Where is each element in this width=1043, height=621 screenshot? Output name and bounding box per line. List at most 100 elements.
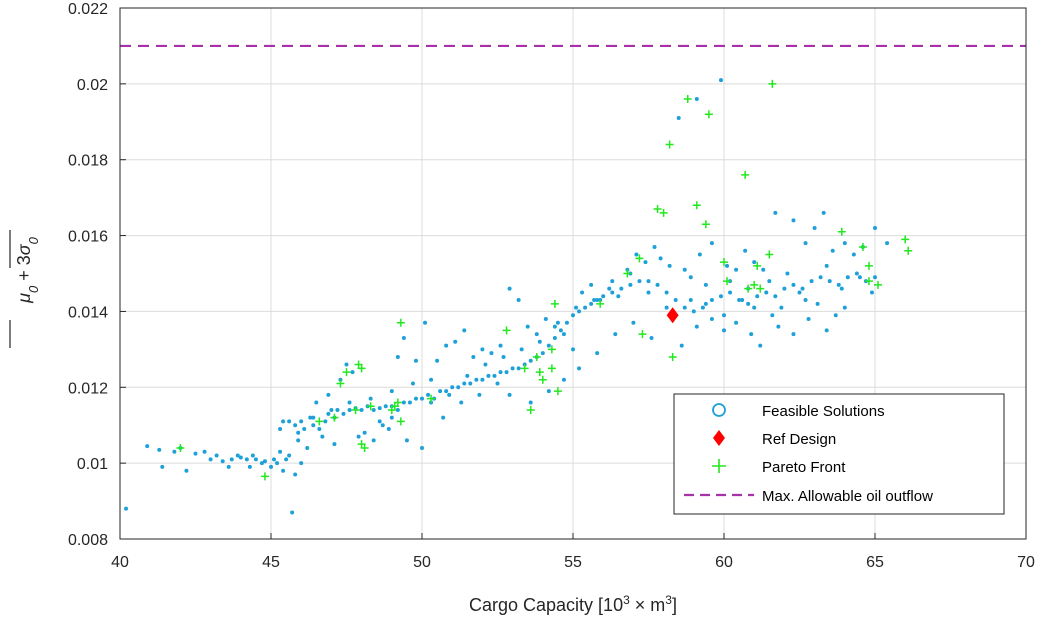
feasible-point — [824, 328, 829, 333]
legend-marker-feasible — [712, 403, 726, 417]
feasible-point — [873, 275, 877, 280]
feasible-point — [845, 275, 850, 280]
feasible-point — [697, 252, 702, 257]
feasible-point — [703, 282, 708, 287]
feasible-point — [386, 427, 391, 432]
feasible-point — [688, 298, 693, 303]
feasible-point — [767, 279, 772, 284]
pareto-point — [535, 368, 544, 377]
feasible-series — [124, 78, 890, 515]
ref-point — [666, 307, 679, 324]
feasible-point — [435, 358, 440, 363]
feasible-point — [664, 305, 669, 310]
feasible-point — [145, 444, 150, 449]
feasible-point — [571, 347, 575, 352]
feasible-point — [344, 362, 349, 367]
feasible-point — [235, 453, 240, 458]
feasible-point — [540, 351, 545, 356]
legend-label-limit: Max. Allowable oil outflow — [762, 488, 933, 505]
feasible-point — [371, 408, 376, 413]
feasible-point — [262, 459, 267, 464]
legend-label-pareto: Pareto Front — [762, 459, 846, 476]
feasible-point — [839, 286, 844, 291]
feasible-point — [589, 301, 594, 306]
feasible-point — [420, 396, 424, 401]
legend-marker-ref — [713, 430, 725, 446]
feasible-point — [293, 423, 298, 428]
feasible-point — [809, 279, 814, 284]
y-axis-ticks: 0.008 0.01 0.012 0.014 0.016 0.018 0.02 0.022 — [68, 1, 126, 549]
feasible-point — [229, 457, 234, 462]
feasible-point — [574, 305, 579, 310]
feasible-point — [410, 381, 415, 386]
x-tick-label: 70 — [1017, 554, 1035, 571]
feasible-point — [764, 290, 769, 295]
pareto-point — [396, 318, 405, 327]
pareto-point — [837, 227, 846, 236]
y-tick-label: 0.018 — [68, 153, 108, 170]
feasible-point — [447, 392, 452, 397]
feasible-point — [734, 320, 739, 325]
feasible-point — [773, 294, 778, 299]
feasible-point — [561, 332, 566, 337]
pareto-point — [357, 364, 366, 373]
feasible-point — [673, 298, 678, 303]
pareto-point — [393, 398, 402, 407]
feasible-point — [610, 279, 615, 284]
feasible-point — [725, 263, 730, 268]
feasible-point — [407, 400, 412, 405]
feasible-point — [486, 373, 491, 378]
feasible-point — [722, 328, 726, 333]
feasible-point — [157, 447, 162, 452]
feasible-point — [281, 468, 286, 473]
pareto-point — [701, 220, 710, 229]
y-tick-label: 0.008 — [68, 532, 108, 549]
feasible-point — [655, 282, 660, 287]
feasible-point — [404, 438, 409, 443]
feasible-point — [818, 275, 823, 280]
feasible-point — [507, 286, 512, 291]
feasible-point — [812, 225, 817, 230]
feasible-point — [709, 241, 714, 246]
feasible-point — [634, 252, 639, 257]
feasible-point — [519, 347, 524, 352]
feasible-point — [833, 313, 838, 318]
feasible-point — [444, 389, 449, 394]
feasible-point — [293, 472, 298, 477]
pareto-point — [665, 140, 674, 149]
feasible-point — [383, 404, 388, 409]
feasible-point — [377, 419, 382, 424]
feasible-point — [658, 256, 663, 261]
feasible-point — [577, 309, 582, 314]
feasible-point — [296, 438, 301, 443]
feasible-point — [474, 377, 479, 382]
feasible-point — [250, 453, 255, 458]
feasible-point — [746, 301, 751, 306]
feasible-point — [592, 298, 597, 303]
feasible-point — [803, 298, 808, 303]
pareto-point — [623, 269, 632, 278]
feasible-point — [495, 381, 500, 386]
y-axis-label: μ0 + 3σ0 — [14, 236, 41, 304]
feasible-point — [694, 97, 699, 102]
feasible-point — [613, 332, 618, 337]
legend-label-feasible: Feasible Solutions — [762, 403, 885, 420]
pareto-point — [874, 280, 883, 289]
feasible-point — [691, 309, 696, 314]
feasible-point — [462, 381, 467, 386]
feasible-point — [253, 457, 258, 462]
feasible-point — [682, 267, 687, 272]
feasible-point — [869, 290, 874, 295]
feasible-point — [450, 385, 455, 390]
feasible-point — [193, 451, 198, 456]
feasible-point — [347, 408, 352, 413]
ref-series — [666, 307, 679, 324]
feasible-point — [172, 449, 177, 454]
feasible-point — [728, 290, 733, 295]
feasible-point — [516, 298, 521, 303]
pareto-point — [550, 299, 559, 308]
feasible-point — [688, 275, 693, 280]
feasible-point — [220, 459, 225, 464]
feasible-point — [552, 324, 557, 329]
feasible-point — [631, 320, 636, 325]
